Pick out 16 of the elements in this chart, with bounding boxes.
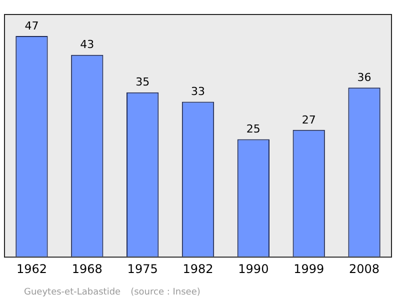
- x-tick-label: 1999: [294, 262, 324, 276]
- data-label: 35: [136, 76, 150, 89]
- x-tick-label: 1962: [16, 262, 47, 276]
- data-label: 25: [246, 122, 260, 136]
- text: (source : Insee): [130, 287, 200, 298]
- data-label: 43: [80, 38, 94, 52]
- data-label: 33: [191, 85, 205, 98]
- x-tick-label: 1982: [182, 262, 214, 276]
- x-tick-label: 2008: [349, 262, 380, 276]
- text: Gueytes-et-Labastide: [24, 287, 122, 298]
- data-label: 36: [357, 71, 372, 84]
- x-tick-label: 1990: [238, 262, 269, 276]
- data-label: 27: [302, 113, 316, 126]
- x-tick-label: 1968: [72, 262, 102, 276]
- data-label: 47: [24, 19, 39, 32]
- x-tick-label: 1975: [127, 262, 158, 276]
